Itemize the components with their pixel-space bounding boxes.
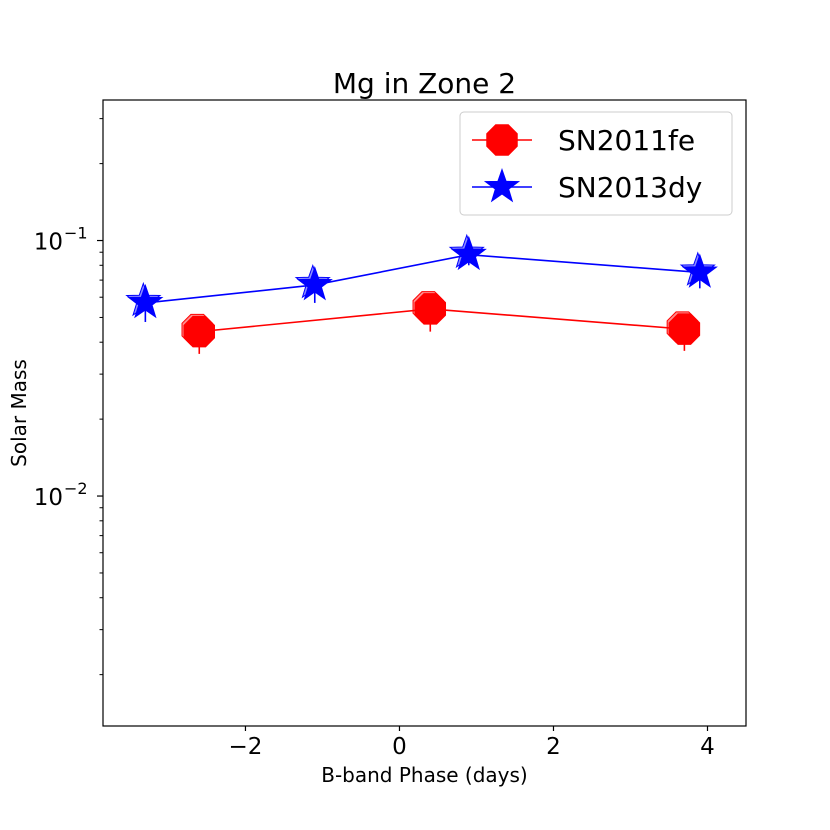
y-tick-label: 10 — [34, 230, 63, 256]
legend-items: SN2011fe SN2013dy — [472, 124, 702, 204]
y-axis-label: Solar Mass — [7, 359, 31, 467]
axis-ticks: −2 0 2 410−110−2 — [34, 118, 715, 760]
y-tick-exponent: −1 — [64, 224, 88, 243]
data-point — [414, 293, 447, 325]
legend-marker — [483, 167, 521, 203]
data-point — [668, 313, 701, 345]
series-sn2013dy — [125, 233, 718, 322]
series-line — [145, 253, 700, 304]
data-point — [681, 253, 718, 288]
plot-frame — [102, 99, 747, 727]
plot-area — [125, 233, 718, 354]
series-sn2011fe — [181, 291, 701, 354]
x-tick-label: 0 — [392, 734, 407, 760]
y-tick-exponent: −2 — [64, 479, 88, 498]
legend: SN2011fe SN2013dy — [459, 111, 733, 216]
y-tick-label: 10 — [34, 485, 63, 511]
data-point — [296, 265, 333, 301]
x-tick-label: 4 — [700, 734, 715, 760]
legend-marker — [486, 124, 518, 156]
legend-label: SN2013dy — [558, 171, 702, 204]
legend-entry-sn2013dy: SN2013dy — [472, 167, 702, 204]
legend-box — [459, 111, 733, 216]
chart-title: Mg in Zone 2 — [333, 67, 516, 100]
data-point — [183, 315, 215, 348]
legend-entry-sn2011fe: SN2011fe — [472, 124, 695, 157]
x-tick-label: −2 — [229, 734, 263, 760]
x-axis-label: B-band Phase (days) — [321, 763, 528, 787]
data-point — [127, 283, 164, 319]
x-tick-label: 2 — [546, 734, 561, 760]
data-point — [450, 235, 487, 271]
legend-label: SN2011fe — [558, 124, 695, 157]
